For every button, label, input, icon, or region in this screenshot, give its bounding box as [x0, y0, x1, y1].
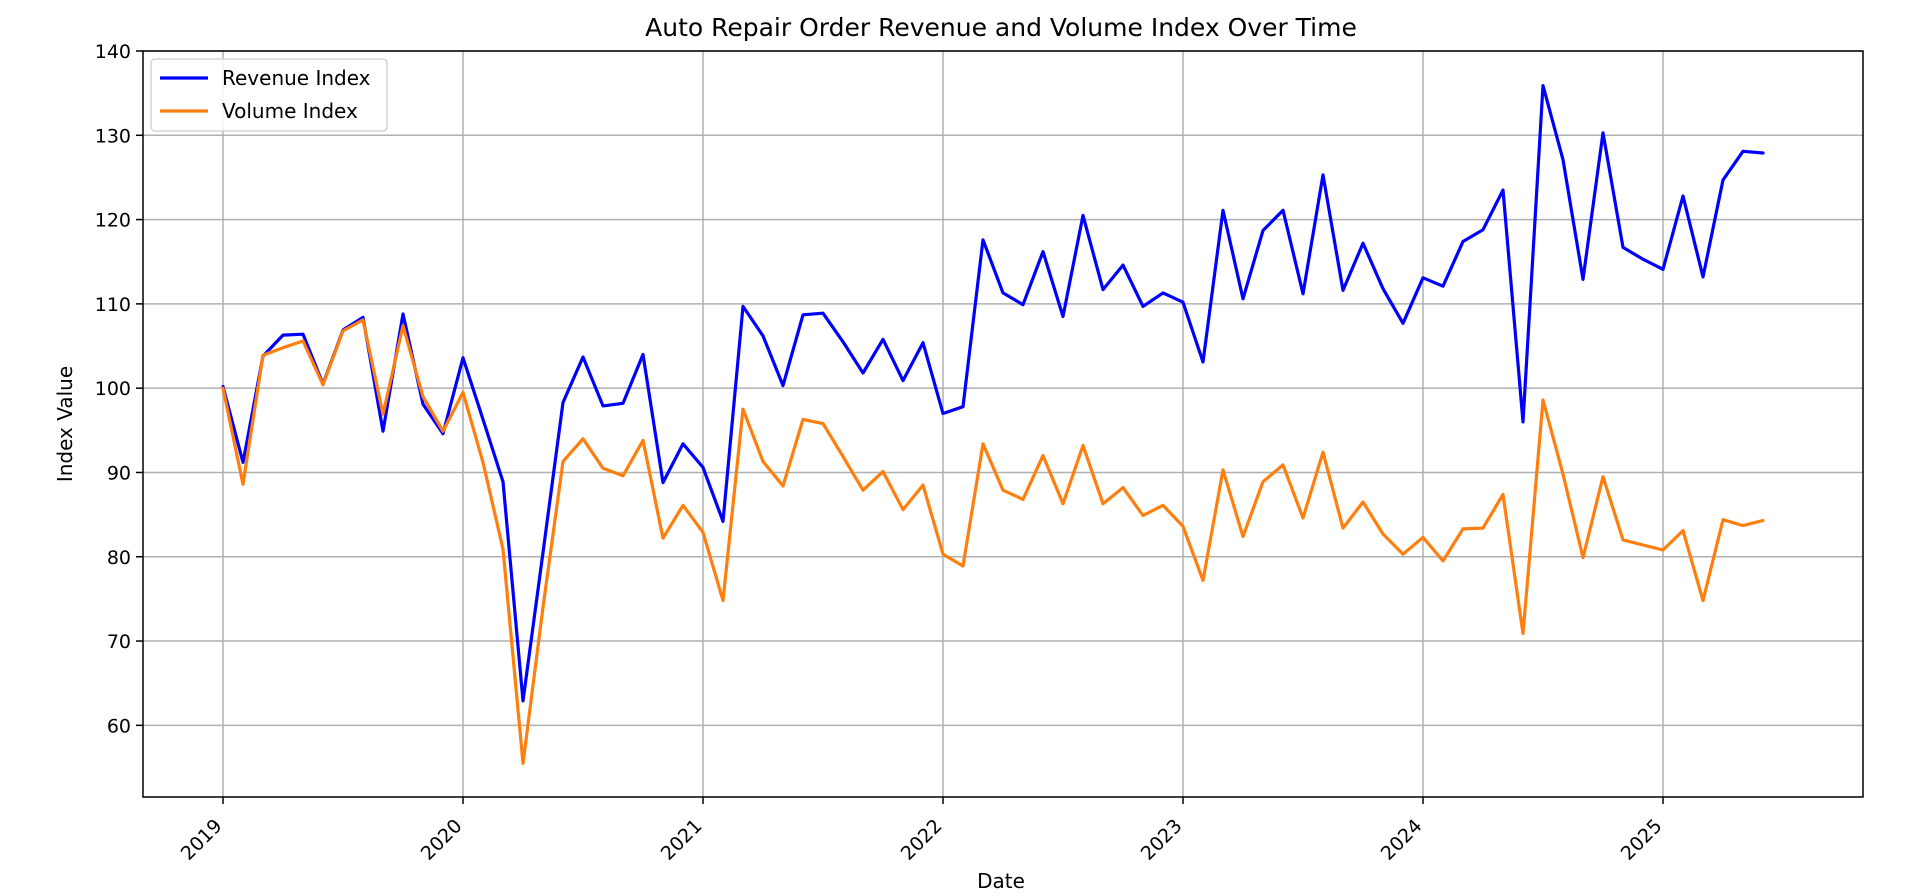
x-tick-label: 2023: [1137, 815, 1187, 865]
x-tick-label: 2022: [897, 815, 947, 865]
series-line-revenue-index: [221, 83, 1765, 703]
legend-box: [150, 58, 388, 132]
legend-label: Volume Index: [222, 99, 358, 123]
plot-frame: [142, 50, 1864, 798]
y-tick-label: 110: [95, 294, 131, 316]
y-tick-label: 100: [95, 378, 131, 400]
grid: [143, 50, 1863, 797]
x-tick-label: 2025: [1617, 815, 1667, 865]
series-layer: [221, 83, 1765, 765]
y-tick-label: 90: [107, 462, 131, 484]
axis-ticks: 60 70 80 90 100 110 120 130 140 2019 2020 2021 2022 2…: [95, 41, 1667, 865]
y-tick-label: 140: [95, 41, 131, 63]
x-tick-label: 2024: [1377, 815, 1427, 865]
x-tick-label: 2020: [417, 815, 467, 865]
x-tick-label: 2019: [177, 815, 227, 865]
y-tick-label: 80: [107, 547, 131, 569]
y-axis-label: Index Value: [53, 366, 77, 482]
chart-title: Auto Repair Order Revenue and Volume Ind…: [645, 13, 1357, 42]
series-line-volume-index: [221, 318, 1765, 765]
y-tick-label: 60: [107, 715, 131, 737]
x-tick-label: 2021: [657, 815, 707, 865]
y-tick-label: 70: [107, 631, 131, 653]
legend-label: Revenue Index: [222, 66, 371, 90]
x-axis-label: Date: [977, 869, 1025, 893]
y-tick-label: 130: [95, 125, 131, 147]
y-tick-label: 120: [95, 210, 131, 232]
legend: Revenue Index Volume Index: [150, 58, 388, 132]
